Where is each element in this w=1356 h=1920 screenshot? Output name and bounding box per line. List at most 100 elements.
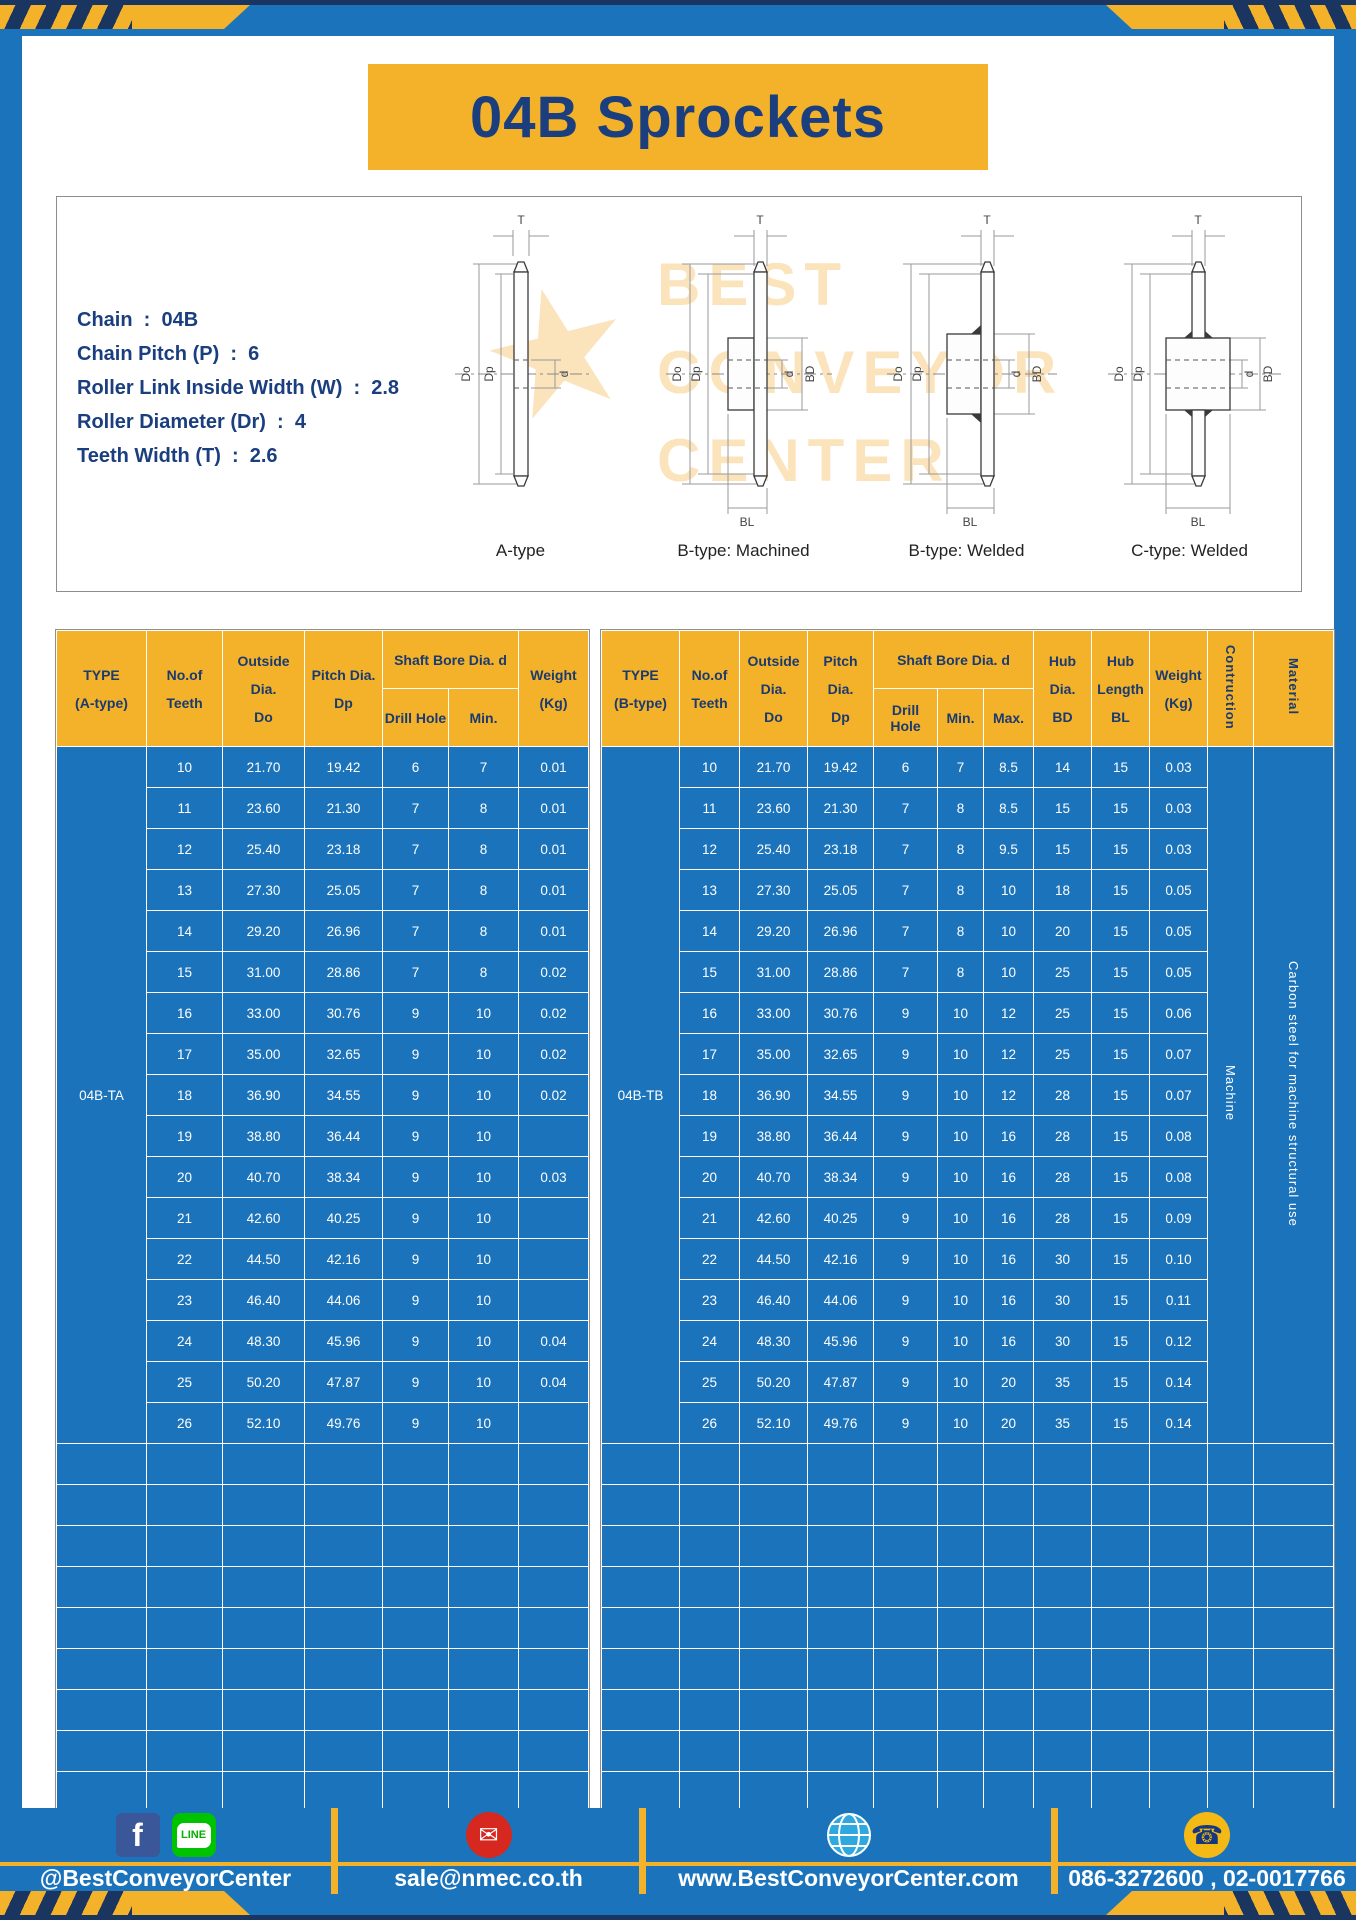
website-url-text[interactable]: www.BestConveyorCenter.com bbox=[678, 1864, 1019, 1891]
email-icon[interactable]: ✉ bbox=[465, 1812, 512, 1858]
data-cell: 9 bbox=[382, 1279, 449, 1321]
data-cell: 15 bbox=[1091, 746, 1150, 788]
table-row: 14 29.20 26.96 7 8 0.01 bbox=[57, 910, 589, 952]
data-cell: 9 bbox=[873, 1156, 938, 1198]
data-cell: 10 bbox=[937, 1033, 984, 1075]
empty-cell bbox=[304, 1730, 383, 1772]
yellow-band-top-right bbox=[1106, 5, 1224, 29]
svg-text:Do: Do bbox=[1112, 366, 1126, 382]
empty-cell bbox=[679, 1730, 740, 1772]
data-cell: 25.05 bbox=[807, 869, 874, 911]
empty-cell bbox=[382, 1648, 449, 1690]
empty-cell bbox=[739, 1566, 808, 1608]
empty-cell bbox=[304, 1566, 383, 1608]
empty-cell bbox=[1207, 1730, 1254, 1772]
empty-cell bbox=[937, 1771, 984, 1813]
data-cell: 45.96 bbox=[304, 1320, 383, 1362]
footer-section-email: ✉ sale@nmec.co.th bbox=[338, 1808, 639, 1894]
empty-cell bbox=[304, 1525, 383, 1567]
data-cell: 20 bbox=[1033, 910, 1092, 952]
svg-text:d: d bbox=[557, 371, 571, 378]
svg-text:BL: BL bbox=[740, 515, 755, 529]
data-cell: 10 bbox=[937, 1238, 984, 1280]
empty-cell bbox=[601, 1771, 680, 1813]
empty-cell bbox=[222, 1525, 305, 1567]
data-cell: 36.90 bbox=[222, 1074, 305, 1116]
empty-cell bbox=[1207, 1689, 1254, 1731]
hub-dia-column-header: Hub Dia. BD bbox=[1033, 630, 1092, 747]
data-cell: 9 bbox=[382, 1402, 449, 1444]
data-cell: 8 bbox=[448, 869, 519, 911]
data-cell: 38.34 bbox=[807, 1156, 874, 1198]
empty-cell bbox=[448, 1525, 519, 1567]
empty-cell bbox=[1033, 1648, 1092, 1690]
empty-cell bbox=[304, 1648, 383, 1690]
empty-cell bbox=[222, 1484, 305, 1526]
empty-cell bbox=[304, 1484, 383, 1526]
data-cell: 15 bbox=[1091, 869, 1150, 911]
table-row: 18 36.90 34.55 9 10 12 28 15 0.07 bbox=[602, 1074, 1334, 1116]
line-icon[interactable]: LINE bbox=[171, 1813, 216, 1857]
data-cell: 31.00 bbox=[222, 951, 305, 993]
data-cell: 7 bbox=[873, 910, 938, 952]
data-cell: 25.40 bbox=[222, 828, 305, 870]
page-title: 04B Sprockets bbox=[470, 84, 886, 150]
data-cell: 10 bbox=[937, 1361, 984, 1403]
data-cell: 25 bbox=[679, 1361, 740, 1403]
data-cell: 8 bbox=[448, 787, 519, 829]
data-cell: 25 bbox=[146, 1361, 223, 1403]
data-cell: 24 bbox=[679, 1320, 740, 1362]
data-cell: 16 bbox=[983, 1279, 1034, 1321]
data-cell: 25 bbox=[1033, 951, 1092, 993]
data-cell: 15 bbox=[1091, 1197, 1150, 1239]
empty-cell bbox=[1149, 1484, 1208, 1526]
table-row: 17 35.00 32.65 9 10 0.02 bbox=[57, 1033, 589, 1075]
empty-cell bbox=[1207, 1771, 1254, 1813]
data-cell: 45.96 bbox=[807, 1320, 874, 1362]
empty-cell bbox=[56, 1484, 147, 1526]
empty-cell bbox=[937, 1607, 984, 1649]
data-cell: 15 bbox=[1091, 828, 1150, 870]
data-cell: 12 bbox=[679, 828, 740, 870]
data-cell: 23 bbox=[679, 1279, 740, 1321]
data-cell: 10 bbox=[937, 1279, 984, 1321]
social-handle-text[interactable]: @BestConveyorCenter bbox=[39, 1864, 292, 1891]
data-cell: 38.80 bbox=[222, 1115, 305, 1157]
table-row: 04B-TB 10 21.70 19.42 6 7 8.5 14 15 0.03 Machine Ca… bbox=[601, 746, 1334, 1444]
empty-cell bbox=[382, 1689, 449, 1731]
data-cell: 10 bbox=[448, 1074, 519, 1116]
construction-column-header: Contruction bbox=[1207, 630, 1254, 747]
data-cell: 13 bbox=[146, 869, 223, 911]
empty-cell bbox=[382, 1566, 449, 1608]
empty-cell bbox=[873, 1566, 938, 1608]
table-row: 20 40.70 38.34 9 10 0.03 bbox=[57, 1156, 589, 1198]
phone-icon[interactable]: ☎ bbox=[1184, 1812, 1230, 1858]
data-cell bbox=[518, 1402, 589, 1444]
data-cell: 0.07 bbox=[1149, 1033, 1208, 1075]
c-type-welded-drawing: T Do Dp d BD BL bbox=[1108, 213, 1282, 529]
empty-cell bbox=[983, 1484, 1034, 1526]
facebook-icon[interactable]: f bbox=[115, 1813, 160, 1857]
empty-cell bbox=[382, 1607, 449, 1649]
svg-text:BL: BL bbox=[1191, 515, 1206, 529]
globe-icon[interactable] bbox=[826, 1812, 872, 1858]
data-cell: 52.10 bbox=[739, 1402, 808, 1444]
phone-numbers-text[interactable]: 086-3272600 , 02-0017766 bbox=[1068, 1864, 1346, 1891]
table-row: 16 33.00 30.76 9 10 0.02 bbox=[57, 992, 589, 1034]
b-type-machined-drawing: T Do Dp d BD BL bbox=[666, 213, 832, 529]
empty-cell bbox=[56, 1689, 147, 1731]
data-cell: 17 bbox=[146, 1033, 223, 1075]
data-cell bbox=[518, 1238, 589, 1280]
empty-row bbox=[601, 1730, 1334, 1772]
data-cell bbox=[518, 1279, 589, 1321]
figure-caption: B-type: Machined bbox=[677, 541, 810, 560]
data-cell: 15 bbox=[1091, 910, 1150, 952]
empty-cell bbox=[56, 1771, 147, 1813]
empty-cell bbox=[679, 1566, 740, 1608]
pitch-dia-column-header: Pitch Dia. Dp bbox=[304, 630, 383, 747]
data-cell: 23.60 bbox=[222, 787, 305, 829]
email-address-text[interactable]: sale@nmec.co.th bbox=[394, 1864, 583, 1891]
empty-cell bbox=[382, 1525, 449, 1567]
data-cell: 8.5 bbox=[983, 787, 1034, 829]
data-cell: 16 bbox=[679, 992, 740, 1034]
